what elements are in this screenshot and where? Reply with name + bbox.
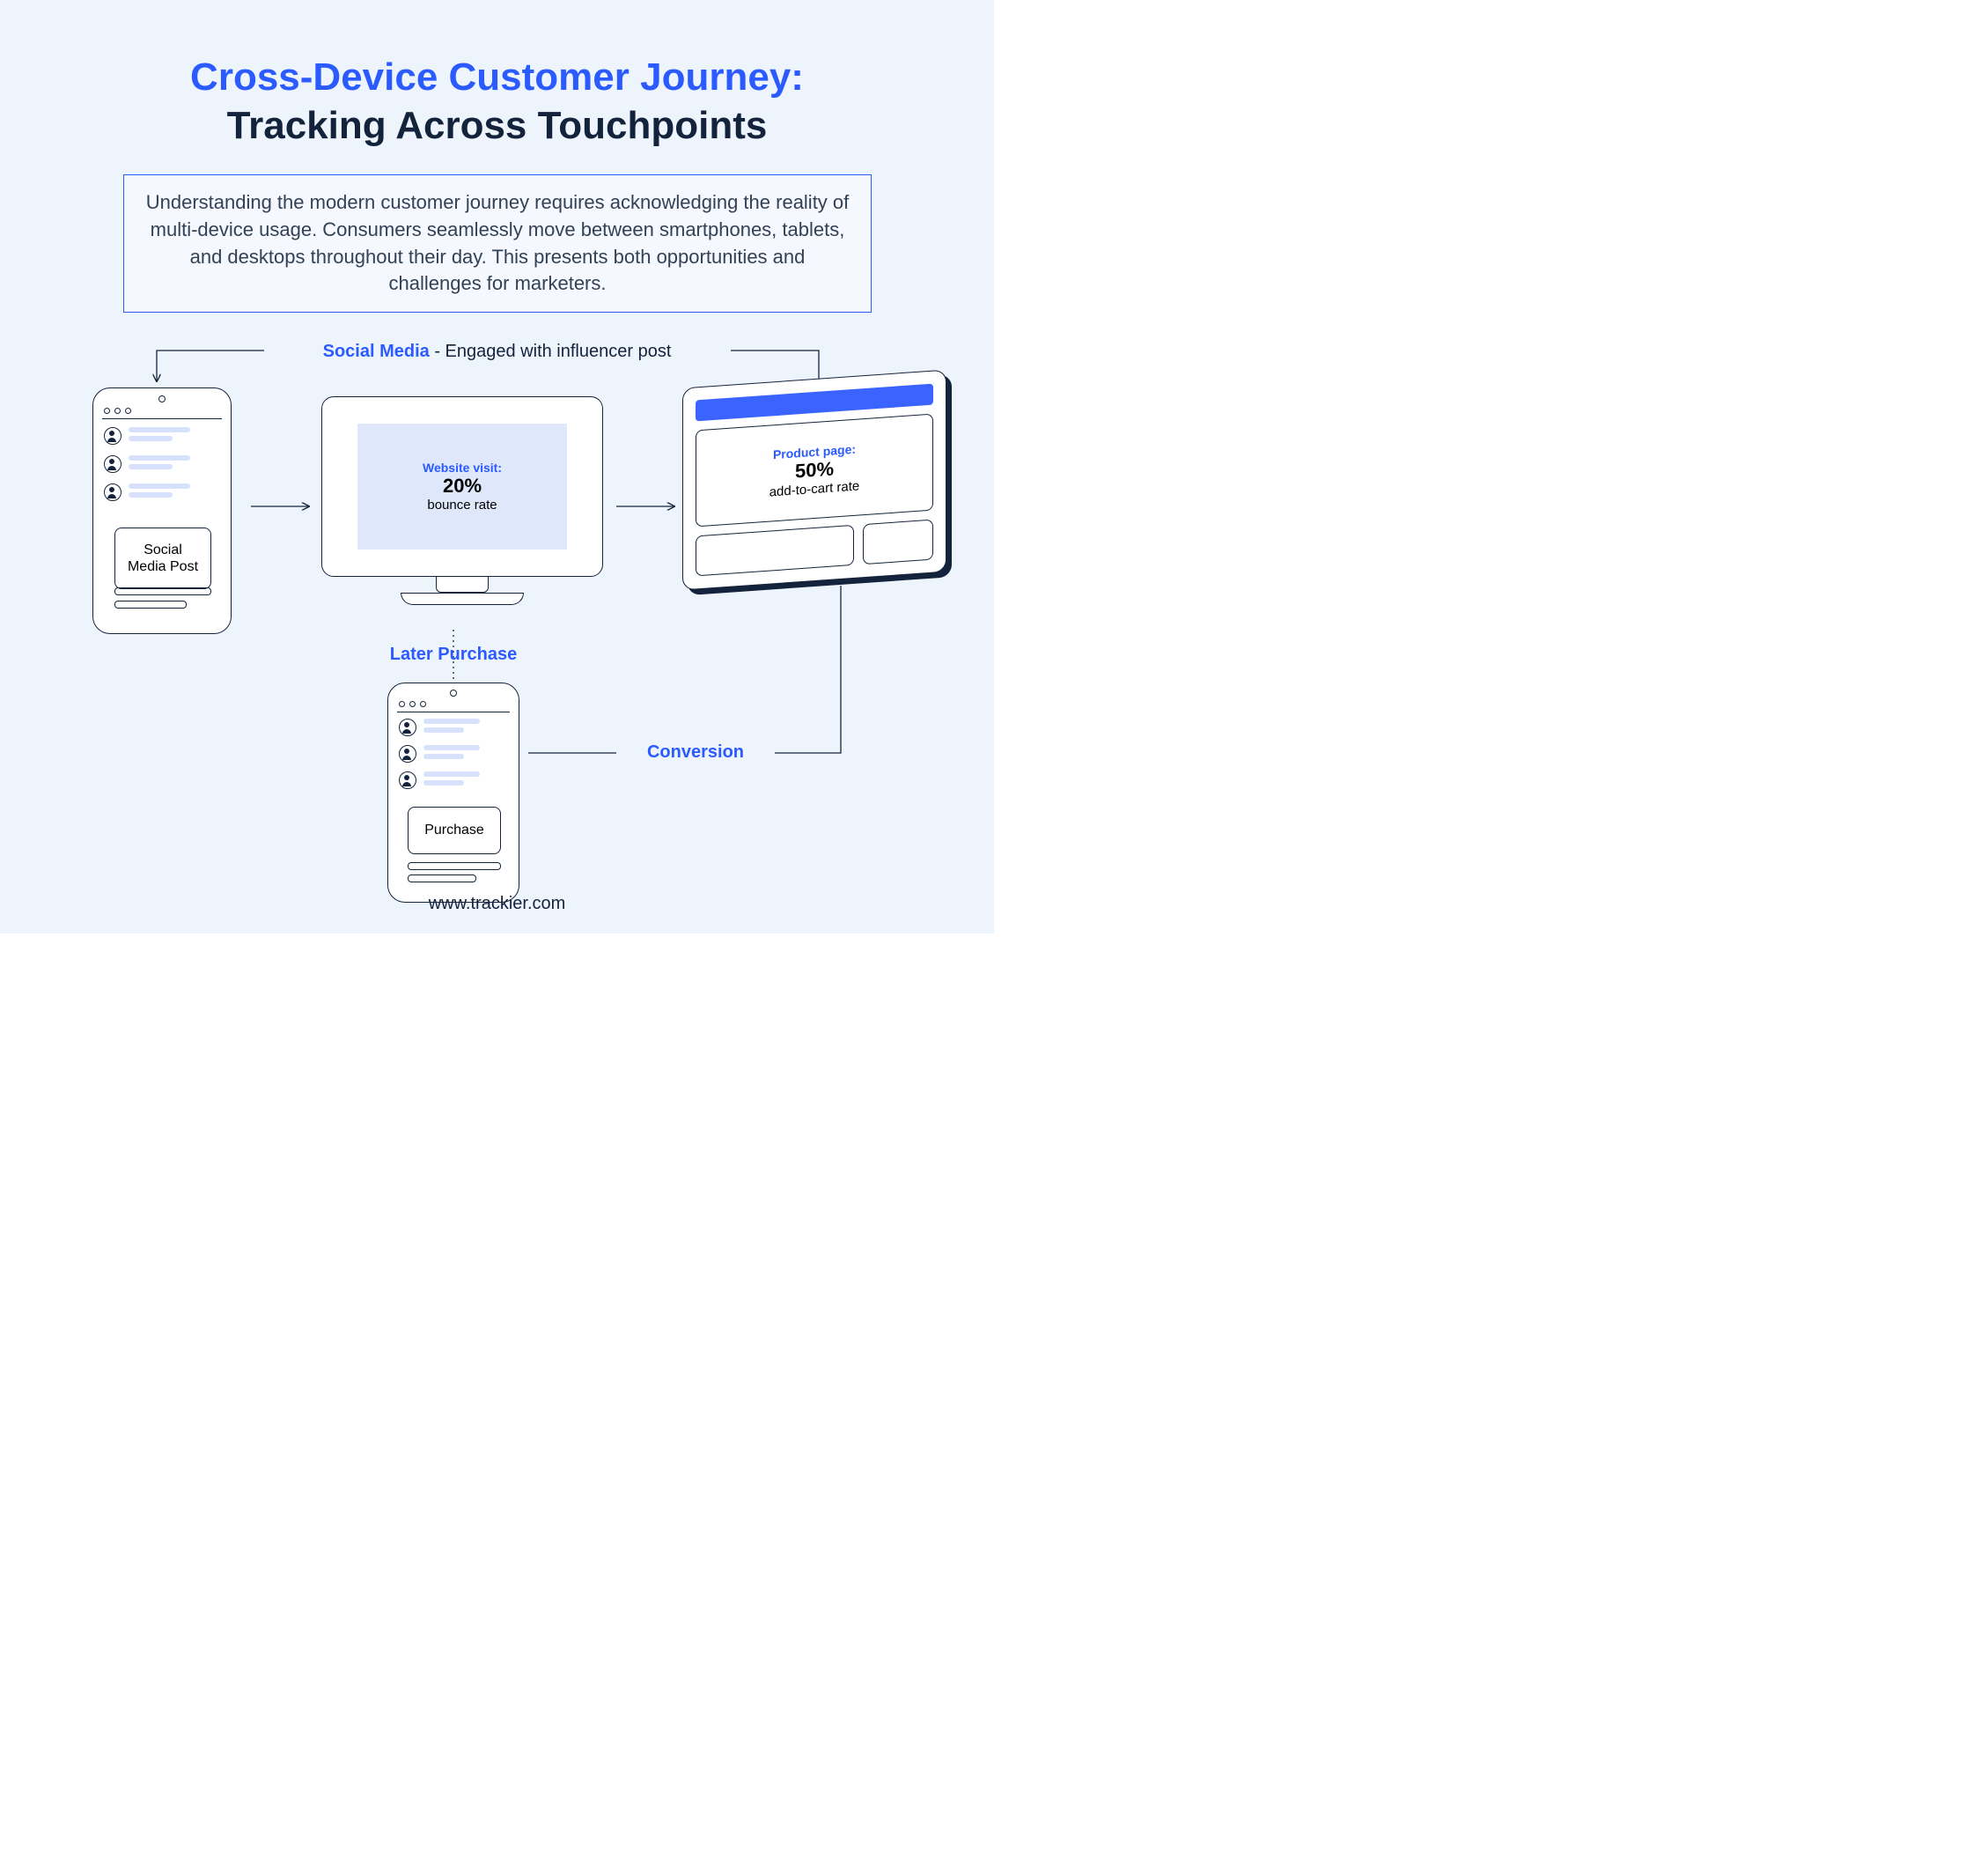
- phone2-camera-icon: [450, 690, 457, 697]
- tablet-device: Product page: 50% add-to-cart rate: [682, 370, 946, 591]
- phone2-bottom-bars: [408, 862, 501, 882]
- monitor-metric-sub: bounce rate: [427, 498, 497, 513]
- conversion-label: Conversion: [616, 742, 775, 763]
- phone1-post-card: Social Media Post: [114, 528, 211, 589]
- footer-url: www.trackier.com: [0, 894, 994, 914]
- phone1-bottom-bars: [114, 587, 211, 609]
- monitor-device: Website visit: 20% bounce rate: [321, 396, 603, 625]
- avatar-icon: [104, 427, 121, 445]
- monitor-metric-value: 20%: [443, 475, 482, 498]
- avatar-icon: [399, 719, 416, 736]
- phone1-divider: [102, 418, 222, 419]
- phone2-post-card: Purchase: [408, 807, 501, 854]
- avatar-icon: [104, 483, 121, 501]
- phone1-feed: [104, 427, 190, 501]
- phone2-caption: Purchase: [424, 822, 484, 838]
- infographic-canvas: Cross-Device Customer Journey: Tracking …: [0, 0, 994, 934]
- later-purchase-label: Later Purchase: [321, 645, 585, 665]
- avatar-icon: [399, 771, 416, 789]
- phone1-window-dots: [104, 408, 131, 414]
- tablet-metric-sub: add-to-cart rate: [769, 478, 860, 499]
- phone2-device: Purchase: [387, 683, 519, 903]
- phone1-camera-icon: [158, 395, 166, 402]
- monitor-metric-panel: Website visit: 20% bounce rate: [357, 424, 567, 550]
- avatar-icon: [399, 745, 416, 763]
- tablet-metric-panel: Product page: 50% add-to-cart rate: [696, 414, 933, 528]
- phone1-caption: Social Media Post: [128, 542, 198, 575]
- phone1-device: Social Media Post: [92, 387, 232, 634]
- phone2-feed: [399, 719, 480, 789]
- phone2-window-dots: [399, 701, 426, 707]
- avatar-icon: [104, 455, 121, 473]
- tablet-metric-value: 50%: [795, 457, 834, 483]
- monitor-metric-title: Website visit:: [423, 461, 502, 475]
